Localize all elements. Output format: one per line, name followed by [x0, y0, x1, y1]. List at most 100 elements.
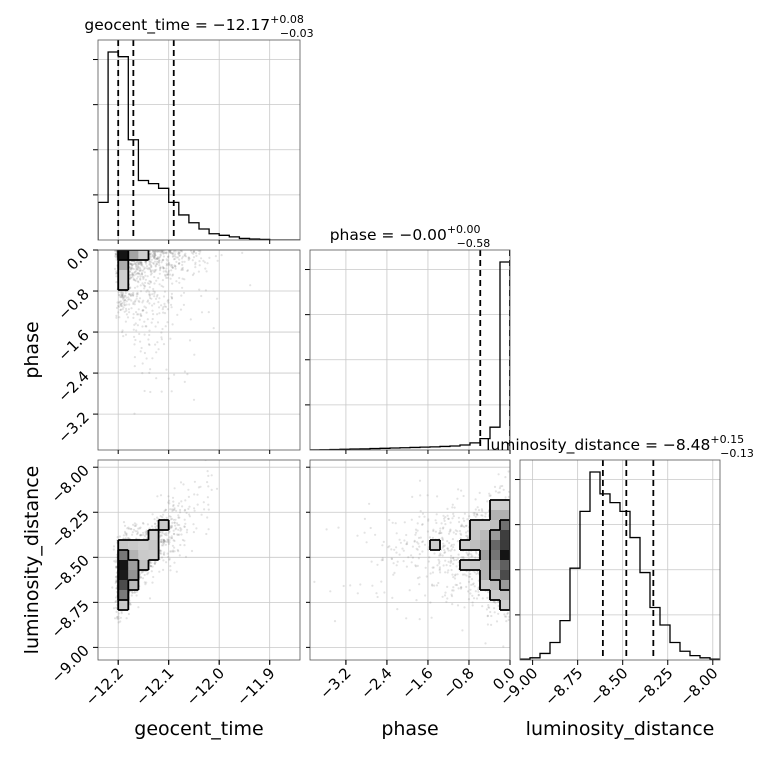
sample-point [171, 274, 174, 277]
sample-point [142, 283, 145, 286]
sample-point [122, 534, 125, 537]
sample-point [162, 295, 166, 298]
sample-point [192, 398, 196, 401]
sample-point [381, 558, 384, 562]
sample-point [121, 293, 124, 296]
sample-point [137, 606, 140, 609]
sample-point [133, 412, 136, 415]
sample-point [151, 513, 154, 516]
sample-point [169, 263, 172, 266]
sample-point [449, 561, 452, 565]
sample-point [435, 584, 439, 587]
sample-point [418, 618, 421, 621]
sample-point [129, 286, 132, 289]
ytick-label-phase-3: −0.8 [54, 285, 92, 323]
sample-point [452, 556, 455, 560]
sample-point [160, 261, 163, 264]
sample-point [159, 541, 162, 544]
sample-point [129, 294, 132, 297]
sample-point [157, 250, 160, 253]
sample-point [116, 301, 119, 304]
sample-point [174, 265, 177, 268]
sample-point [150, 270, 153, 273]
sample-point [181, 286, 184, 289]
sample-point [160, 251, 163, 254]
sample-point [393, 548, 396, 551]
sample-point [186, 269, 189, 272]
sample-point [381, 557, 384, 560]
sample-point [460, 556, 463, 559]
sample-point [122, 298, 125, 301]
sample-point [121, 329, 124, 332]
sample-point [207, 474, 210, 477]
sample-point [442, 564, 445, 567]
sample-point [121, 294, 124, 297]
sample-point [495, 620, 499, 623]
sample-point [176, 548, 179, 552]
sample-point [133, 260, 136, 263]
sample-point [452, 515, 455, 518]
sample-point [173, 508, 176, 511]
sample-point [135, 594, 138, 597]
sample-point [119, 308, 122, 312]
sample-point [137, 264, 140, 267]
sample-point [126, 527, 129, 530]
sample-point [477, 593, 480, 596]
sample-point [154, 525, 157, 528]
sample-point [158, 269, 162, 272]
sample-point [143, 581, 146, 584]
sample-point [131, 591, 134, 594]
sample-point [207, 503, 210, 506]
sample-point [164, 273, 167, 276]
sample-point [171, 273, 175, 276]
sample-point [149, 280, 152, 283]
sample-point [471, 604, 474, 607]
sample-point [120, 303, 123, 306]
sample-point [435, 513, 438, 516]
contour-level-1 [117, 549, 140, 601]
sample-point [120, 293, 123, 296]
sample-point [153, 256, 156, 259]
sample-point [488, 606, 491, 609]
sample-point [178, 554, 181, 557]
sample-point [403, 521, 406, 524]
sample-point [159, 266, 162, 269]
sample-point [139, 533, 142, 537]
sample-point [168, 502, 171, 505]
sample-point [114, 256, 118, 259]
sample-point [189, 318, 192, 321]
sample-point [134, 261, 137, 264]
sample-point [162, 538, 165, 542]
sample-point [405, 542, 409, 546]
sample-point [133, 262, 136, 265]
sample-point [437, 558, 440, 561]
sample-point [205, 532, 208, 536]
sample-point [449, 564, 452, 567]
sample-point [142, 309, 145, 312]
sample-point [145, 311, 148, 314]
sample-point [187, 507, 190, 510]
sample-point [375, 592, 378, 595]
sample-point [376, 563, 379, 566]
panel-title-geocent_time: geocent_time = −12.17+0.08 −0.03 [84, 13, 313, 40]
sample-point [132, 301, 135, 304]
sample-point [466, 553, 469, 556]
sample-point [141, 309, 144, 312]
sample-point [167, 555, 170, 559]
sample-point [432, 528, 435, 531]
sample-point [476, 514, 479, 517]
sample-point [141, 571, 144, 574]
sample-point [485, 608, 488, 611]
sample-point [162, 538, 165, 542]
sample-point [114, 617, 117, 620]
sample-point [134, 262, 137, 265]
sample-point [162, 552, 165, 556]
sample-point [137, 262, 141, 265]
sample-point [214, 255, 217, 258]
sample-point [471, 555, 474, 558]
sample-point [169, 515, 172, 518]
sample-point [143, 268, 146, 271]
sample-point [405, 543, 408, 546]
sample-point [203, 508, 206, 511]
sample-point [396, 560, 399, 563]
